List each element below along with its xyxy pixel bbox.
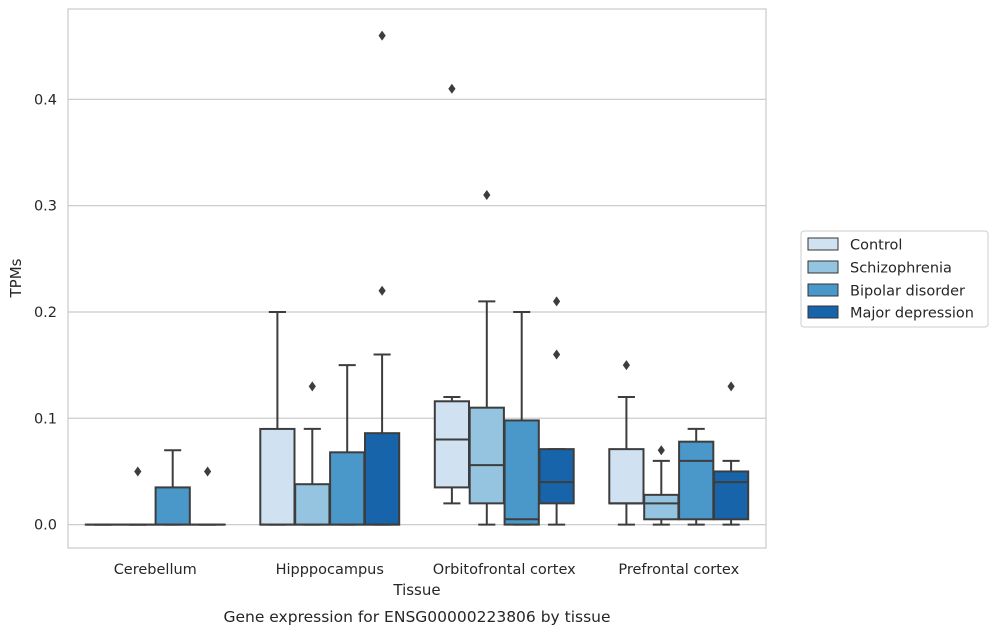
box-major-depression	[363, 432, 401, 526]
y-tick-label: 0.0	[34, 518, 57, 534]
outlier-schizophrenia	[657, 445, 665, 456]
box-schizophrenia	[468, 406, 505, 505]
outlier-control	[622, 360, 630, 371]
box-schizophrenia	[643, 493, 680, 521]
outlier-major-depression	[204, 466, 212, 477]
legend-swatch-major-depression	[807, 305, 839, 319]
outlier-major-depression	[378, 30, 386, 41]
box-schizophrenia	[294, 483, 331, 526]
legend-swatch-schizophrenia	[807, 260, 839, 274]
legend-label-schizophrenia: Schizophrenia	[850, 261, 952, 277]
legend-frame	[800, 230, 989, 328]
box-bipolar-disorder	[329, 451, 366, 526]
y-tick-label: 0.3	[34, 199, 57, 215]
legend-label-major-depression: Major depression	[850, 306, 974, 322]
x-axis-label: Tissue	[392, 581, 440, 599]
box-group-cerebellum	[84, 449, 226, 526]
box-major-depression	[712, 470, 750, 521]
box-major-depression	[538, 448, 575, 505]
outlier-schizophrenia	[134, 466, 142, 477]
x-tick-label: Prefrontal cortex	[618, 562, 739, 578]
outlier-major-depression	[378, 285, 386, 296]
box-group-prefrontal-cortex	[608, 360, 750, 526]
outlier-schizophrenia	[308, 381, 316, 392]
box-control	[259, 427, 296, 526]
x-tick-label: Cerebellum	[114, 562, 197, 578]
box-bipolar-disorder	[503, 419, 540, 526]
legend-swatch-control	[807, 237, 839, 251]
box-control	[608, 448, 645, 505]
outlier-control	[448, 83, 456, 94]
outlier-major-depression	[553, 296, 561, 307]
legend-label-bipolar-disorder: Bipolar disorder	[850, 284, 965, 300]
x-tick-label: Hipppocampus	[276, 562, 384, 578]
x-tick-labels: Cerebellum Hipppocampus Orbitofrontal cort…	[114, 562, 740, 578]
chart-title: Gene expression for ENSG00000223806 by t…	[223, 608, 610, 626]
y-tick-labels: 0.0 0.1 0.2 0.3 0.4	[34, 92, 57, 533]
y-tick-label: 0.4	[34, 92, 57, 108]
box-group-hipppocampus	[259, 30, 401, 526]
legend: Control Schizophrenia Bipolar disorder M…	[800, 230, 989, 328]
plot-frame	[67, 8, 767, 549]
box-bipolar-disorder	[154, 486, 191, 526]
y-tick-label: 0.1	[34, 411, 57, 427]
x-tick-label: Orbitofrontal cortex	[433, 562, 576, 578]
outlier-major-depression	[727, 381, 735, 392]
box-group-orbitofrontal-cortex	[433, 83, 575, 526]
outlier-schizophrenia	[483, 190, 491, 201]
legend-label-control: Control	[850, 238, 902, 254]
box-control	[433, 400, 471, 489]
outlier-major-depression	[553, 349, 561, 360]
y-tick-label: 0.2	[34, 305, 57, 321]
box-groups	[84, 30, 750, 526]
y-axis-label: TPMs	[7, 258, 25, 298]
legend-swatch-bipolar-disorder	[807, 283, 839, 297]
box-bipolar-disorder	[678, 440, 715, 521]
